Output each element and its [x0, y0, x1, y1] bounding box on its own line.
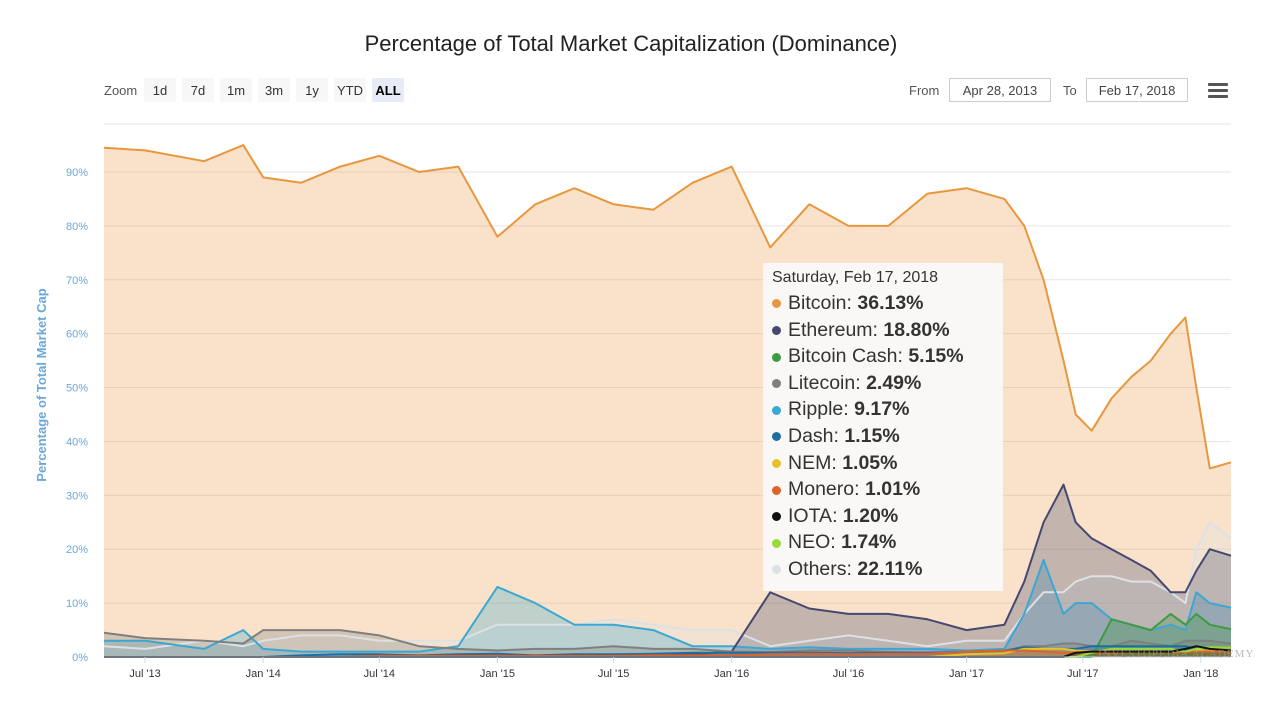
tooltip: Saturday, Feb 17, 2018 Bitcoin: 36.13% Et…	[763, 263, 1003, 591]
series-area-ripple	[104, 560, 1231, 657]
x-tick-label: Jul '15	[598, 668, 629, 680]
tooltip-series-name: NEO	[788, 531, 831, 554]
y-tick-label: 40%	[66, 436, 88, 448]
tooltip-series-name: Bitcoin Cash	[788, 345, 898, 368]
legend-dot-icon	[772, 485, 781, 495]
y-tick-label: 20%	[66, 544, 88, 556]
y-axis-title: Percentage of Total Market Cap	[34, 288, 49, 481]
y-tick-label: 30%	[66, 490, 88, 502]
legend-dot-icon	[772, 538, 781, 548]
tooltip-series-value: 1.15%	[844, 424, 900, 447]
zoom-ytd-button[interactable]: YTD	[334, 78, 366, 102]
tooltip-series-value: 5.15%	[908, 345, 964, 368]
tooltip-row-bitcoin: Bitcoin: 36.13%	[772, 290, 994, 317]
tooltip-row-litecoin: Litecoin: 2.49%	[772, 370, 994, 397]
tooltip-row-neo: NEO: 1.74%	[772, 529, 994, 556]
series-line-dash	[104, 645, 1232, 658]
legend-dot-icon	[772, 299, 781, 309]
tooltip-row-dash: Dash: 1.15%	[772, 423, 994, 450]
to-label: To	[1063, 83, 1077, 98]
series-line-litecoin	[103, 629, 1232, 654]
x-tick-label: Jul '13	[129, 668, 160, 680]
series-areas	[104, 145, 1231, 657]
legend-dot-icon	[772, 432, 781, 442]
tooltip-row-ethereum: Ethereum: 18.80%	[772, 317, 994, 344]
tooltip-series-value: 1.01%	[864, 478, 921, 501]
tooltip-series-value: 36.13%	[857, 292, 924, 314]
series-line-bitcoin	[103, 144, 1232, 470]
legend-dot-icon	[772, 325, 781, 335]
series-line-others	[103, 521, 1232, 650]
x-tick-label: Jan '15	[480, 668, 515, 680]
tooltip-row-iota: IOTA: 1.20%	[772, 503, 994, 530]
tooltip-series-name: Dash	[788, 424, 834, 447]
zoom-1d-button[interactable]: 1d	[144, 78, 176, 102]
y-tick-label: 0%	[72, 652, 88, 664]
tooltip-row-others: Others: 22.11%	[772, 556, 994, 583]
tooltip-series-value: 1.20%	[842, 504, 899, 527]
zoom-1y-button[interactable]: 1y	[296, 78, 328, 102]
zoom-3m-button[interactable]: 3m	[258, 78, 290, 102]
tooltip-row-monero: Monero: 1.01%	[772, 476, 994, 503]
tooltip-row-nem: NEM: 1.05%	[772, 450, 994, 477]
tooltip-series-name: Monero	[788, 478, 855, 501]
x-tick-label: Jan '17	[949, 668, 984, 680]
tooltip-series-name: Bitcoin	[788, 292, 847, 314]
y-tick-label: 70%	[66, 275, 88, 287]
from-label: From	[909, 83, 940, 98]
x-tick-label: Jul '16	[833, 668, 864, 680]
tooltip-series-value: 9.17%	[854, 398, 910, 421]
legend-dot-icon	[772, 512, 781, 522]
tooltip-date: Saturday, Feb 17, 2018	[772, 269, 939, 286]
tooltip-series-name: IOTA	[788, 504, 833, 527]
watermark: INVESTOPEDIA ACADEMY	[1098, 648, 1255, 660]
y-tick-label: 60%	[66, 329, 88, 341]
series-area-dash	[104, 646, 1231, 657]
y-tick-label: 80%	[66, 221, 88, 233]
y-axis-ticks: 0% 10% 20% 30% 40% 50% 60% 70% 80% 90%	[66, 167, 88, 664]
x-tick-label: Jul '14	[364, 668, 395, 680]
zoom-all-button[interactable]: ALL	[372, 78, 404, 102]
tooltip-series-value: 2.49%	[866, 371, 922, 394]
tooltip-series-name: Others	[788, 557, 847, 580]
tooltip-row-bitcoin-cash: Bitcoin Cash: 5.15%	[772, 343, 994, 370]
x-tick-label: Jan '14	[246, 668, 281, 680]
tooltip-series-name: Ripple	[788, 398, 844, 421]
grid-lines	[104, 123, 1231, 658]
tooltip-series-value: 22.11%	[857, 557, 923, 580]
legend-dot-icon	[772, 379, 781, 389]
y-tick-label: 10%	[66, 598, 88, 610]
x-tick-label: Jan '16	[714, 668, 749, 680]
y-tick-label: 90%	[66, 167, 88, 179]
tooltip-series-value: 1.74%	[841, 531, 897, 554]
tooltip-row-ripple: Ripple: 9.17%	[772, 396, 994, 423]
tooltip-series-value: 18.80%	[883, 318, 950, 341]
hamburger-menu-icon[interactable]	[1206, 80, 1230, 102]
tooltip-series-value: 1.05%	[842, 451, 898, 474]
series-area-neo	[104, 647, 1231, 657]
legend-dot-icon	[772, 352, 781, 362]
page-title: Percentage of Total Market Capitalizatio…	[364, 31, 898, 56]
x-tick-label: Jul '17	[1067, 668, 1098, 680]
from-date-input[interactable]: Apr 28, 2013	[949, 78, 1051, 102]
y-tick-label: 50%	[66, 383, 88, 395]
tooltip-series-name: Litecoin	[788, 371, 856, 394]
x-tick-label: Jan '18	[1183, 668, 1218, 680]
legend-dot-icon	[772, 405, 781, 415]
zoom-button-group: 1d 7d 1m 3m 1y YTD ALL	[144, 78, 404, 102]
series-area-litecoin	[104, 630, 1231, 657]
tooltip-series-name: NEM	[788, 451, 832, 474]
zoom-label: Zoom	[104, 83, 138, 98]
tooltip-series-name: Ethereum	[788, 318, 873, 341]
zoom-7d-button[interactable]: 7d	[182, 78, 214, 102]
legend-dot-icon	[772, 565, 781, 575]
series-area-iota	[104, 646, 1231, 657]
series-area-ethereum	[104, 484, 1231, 657]
legend-dot-icon	[772, 458, 781, 468]
to-date-input[interactable]: Feb 17, 2018	[1086, 78, 1188, 102]
zoom-1m-button[interactable]: 1m	[220, 78, 252, 102]
x-axis-ticks: Jul '13 Jan '14 Jul '14 Jan '15 Jul '15 Jan '…	[129, 657, 1218, 680]
